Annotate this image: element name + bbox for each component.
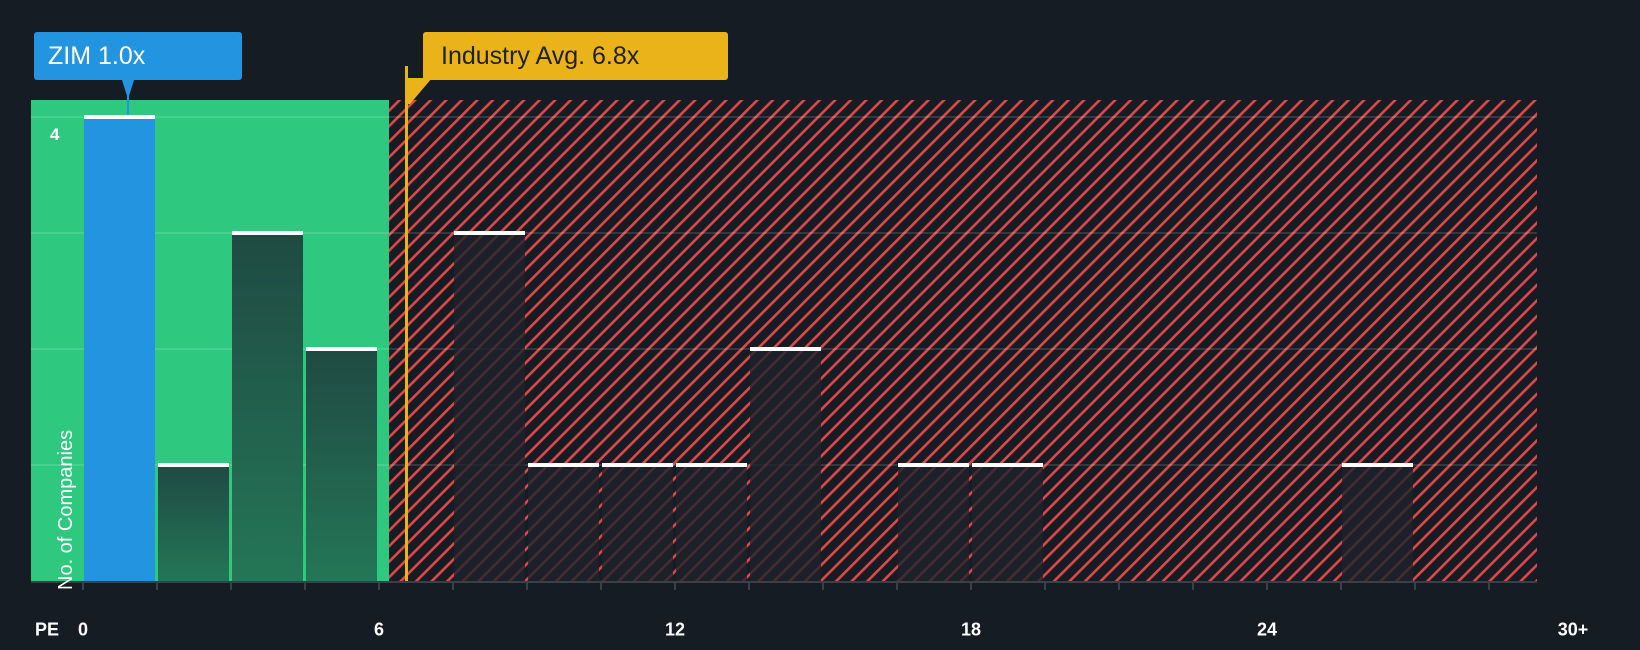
bar-cap [454, 231, 525, 235]
bar-7 [602, 465, 673, 581]
bar-2 [232, 233, 303, 581]
bar-cap [84, 115, 155, 119]
bar-cap [158, 463, 229, 467]
x-tick [82, 581, 84, 590]
bar-cap [1342, 463, 1413, 467]
x-tick [1266, 581, 1268, 590]
bar-0 [84, 117, 155, 581]
bar-cap [750, 347, 821, 351]
x-tick-label: 6 [373, 619, 385, 640]
x-tick-label: 24 [1256, 619, 1278, 640]
bar-5 [454, 233, 525, 581]
x-tick [748, 581, 750, 590]
x-tick [1044, 581, 1046, 590]
x-tick-label: 0 [77, 619, 89, 640]
markers [122, 66, 432, 581]
x-tick [822, 581, 824, 590]
industry-pointer [405, 78, 432, 104]
x-tick [156, 581, 158, 590]
x-tick [1340, 581, 1342, 590]
bar-11 [898, 465, 969, 581]
bar-cap [602, 463, 673, 467]
y-axis-max-label: 4 [50, 125, 60, 144]
bar-8 [676, 465, 747, 581]
x-tick [896, 581, 898, 590]
bar-17 [1342, 465, 1413, 581]
x-axis-line [31, 581, 1537, 583]
bar-cap [676, 463, 747, 467]
x-tick [970, 581, 972, 590]
company-pe-callout: ZIM 1.0x [34, 32, 242, 80]
bar-9 [750, 349, 821, 581]
x-axis [31, 581, 1537, 590]
industry-average-callout: Industry Avg. 6.8x [423, 32, 728, 80]
x-tick [378, 581, 380, 590]
company-pointer [122, 80, 134, 115]
x-tick-label: 12 [664, 619, 686, 640]
bar-6 [528, 465, 599, 581]
x-tick [1192, 581, 1194, 590]
bars [84, 115, 1413, 581]
x-tick [600, 581, 602, 590]
x-tick [1488, 581, 1490, 590]
x-tick [452, 581, 454, 590]
bar-cap [972, 463, 1043, 467]
bar-cap [528, 463, 599, 467]
x-tick-label: 30+ [1557, 619, 1589, 640]
x-tick [1118, 581, 1120, 590]
bar-3 [306, 349, 377, 581]
x-tick [230, 581, 232, 590]
bar-cap [306, 347, 377, 351]
bar-cap [232, 231, 303, 235]
x-axis-title: PE [35, 619, 60, 640]
industry-average-line [405, 66, 408, 581]
x-tick [526, 581, 528, 590]
y-axis-title: No. of Companies [55, 429, 77, 590]
bar-cap [898, 463, 969, 467]
x-tick-label: 18 [960, 619, 982, 640]
x-tick [1414, 581, 1416, 590]
x-tick [674, 581, 676, 590]
bar-1 [158, 465, 229, 581]
bar-12 [972, 465, 1043, 581]
x-tick [304, 581, 306, 590]
